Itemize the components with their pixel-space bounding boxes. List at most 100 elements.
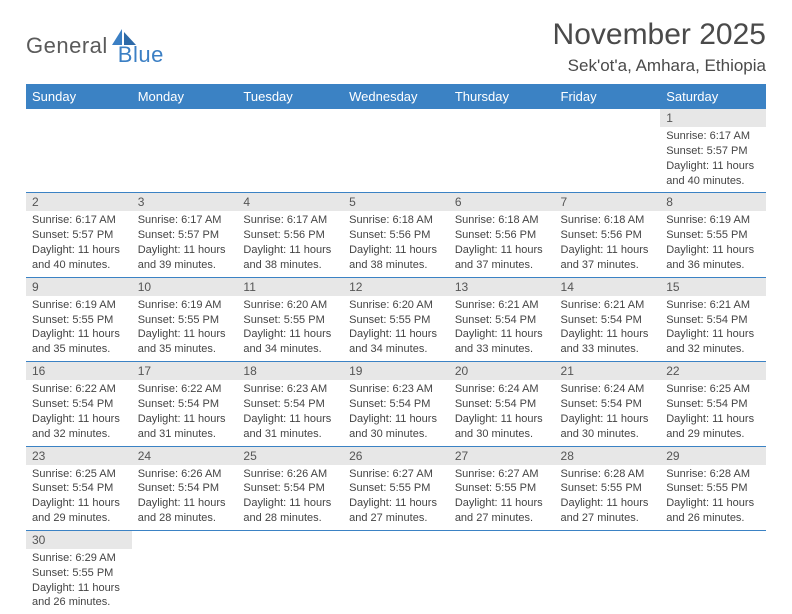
weekday-header: Wednesday — [343, 84, 449, 109]
calendar-cell: 16Sunrise: 6:22 AMSunset: 5:54 PMDayligh… — [26, 362, 132, 446]
day-details: Sunrise: 6:28 AMSunset: 5:55 PMDaylight:… — [555, 465, 661, 530]
day-details: Sunrise: 6:21 AMSunset: 5:54 PMDaylight:… — [555, 296, 661, 361]
calendar-cell — [343, 109, 449, 193]
calendar-body: 1 Sunrise: 6:17 AMSunset: 5:57 PMDaylight… — [26, 109, 766, 614]
day-number: 26 — [343, 447, 449, 465]
weekday-header: Friday — [555, 84, 661, 109]
day-number: 29 — [660, 447, 766, 465]
calendar-cell: 12Sunrise: 6:20 AMSunset: 5:55 PMDayligh… — [343, 277, 449, 361]
calendar-cell: 14Sunrise: 6:21 AMSunset: 5:54 PMDayligh… — [555, 277, 661, 361]
day-details: Sunrise: 6:26 AMSunset: 5:54 PMDaylight:… — [237, 465, 343, 530]
day-number: 27 — [449, 447, 555, 465]
day-details: Sunrise: 6:17 AMSunset: 5:57 PMDaylight:… — [26, 211, 132, 276]
day-details: Sunrise: 6:18 AMSunset: 5:56 PMDaylight:… — [555, 211, 661, 276]
day-number: 28 — [555, 447, 661, 465]
day-details: Sunrise: 6:28 AMSunset: 5:55 PMDaylight:… — [660, 465, 766, 530]
day-details: Sunrise: 6:24 AMSunset: 5:54 PMDaylight:… — [449, 380, 555, 445]
day-number: 1 — [660, 109, 766, 127]
day-number: 12 — [343, 278, 449, 296]
calendar-cell — [132, 109, 238, 193]
page-title: November 2025 — [553, 18, 766, 52]
title-block: November 2025 Sek'ot'a, Amhara, Ethiopia — [553, 18, 766, 76]
day-number: 4 — [237, 193, 343, 211]
day-details: Sunrise: 6:26 AMSunset: 5:54 PMDaylight:… — [132, 465, 238, 530]
calendar-cell: 15Sunrise: 6:21 AMSunset: 5:54 PMDayligh… — [660, 277, 766, 361]
day-details: Sunrise: 6:25 AMSunset: 5:54 PMDaylight:… — [26, 465, 132, 530]
calendar-cell: 9Sunrise: 6:19 AMSunset: 5:55 PMDaylight… — [26, 277, 132, 361]
calendar-cell — [343, 530, 449, 614]
day-number: 30 — [26, 531, 132, 549]
day-details: Sunrise: 6:22 AMSunset: 5:54 PMDaylight:… — [26, 380, 132, 445]
day-details: Sunrise: 6:19 AMSunset: 5:55 PMDaylight:… — [132, 296, 238, 361]
day-details: Sunrise: 6:27 AMSunset: 5:55 PMDaylight:… — [343, 465, 449, 530]
day-number: 23 — [26, 447, 132, 465]
day-number: 11 — [237, 278, 343, 296]
calendar-cell — [237, 109, 343, 193]
day-number: 15 — [660, 278, 766, 296]
day-number: 2 — [26, 193, 132, 211]
logo-text-blue: Blue — [118, 42, 164, 68]
day-details: Sunrise: 6:17 AMSunset: 5:57 PMDaylight:… — [132, 211, 238, 276]
calendar-cell: 24Sunrise: 6:26 AMSunset: 5:54 PMDayligh… — [132, 446, 238, 530]
calendar-cell: 11Sunrise: 6:20 AMSunset: 5:55 PMDayligh… — [237, 277, 343, 361]
calendar-week-row: 9Sunrise: 6:19 AMSunset: 5:55 PMDaylight… — [26, 277, 766, 361]
calendar-cell: 8Sunrise: 6:19 AMSunset: 5:55 PMDaylight… — [660, 193, 766, 277]
day-details: Sunrise: 6:18 AMSunset: 5:56 PMDaylight:… — [343, 211, 449, 276]
calendar-cell: 19Sunrise: 6:23 AMSunset: 5:54 PMDayligh… — [343, 362, 449, 446]
day-number: 9 — [26, 278, 132, 296]
calendar-cell: 18Sunrise: 6:23 AMSunset: 5:54 PMDayligh… — [237, 362, 343, 446]
day-number: 25 — [237, 447, 343, 465]
day-number: 18 — [237, 362, 343, 380]
day-details: Sunrise: 6:21 AMSunset: 5:54 PMDaylight:… — [660, 296, 766, 361]
day-details: Sunrise: 6:18 AMSunset: 5:56 PMDaylight:… — [449, 211, 555, 276]
day-number: 22 — [660, 362, 766, 380]
calendar-cell — [26, 109, 132, 193]
day-number: 19 — [343, 362, 449, 380]
day-details: Sunrise: 6:24 AMSunset: 5:54 PMDaylight:… — [555, 380, 661, 445]
day-number: 14 — [555, 278, 661, 296]
calendar-cell: 28Sunrise: 6:28 AMSunset: 5:55 PMDayligh… — [555, 446, 661, 530]
day-number: 20 — [449, 362, 555, 380]
calendar-week-row: 23Sunrise: 6:25 AMSunset: 5:54 PMDayligh… — [26, 446, 766, 530]
calendar-cell: 21Sunrise: 6:24 AMSunset: 5:54 PMDayligh… — [555, 362, 661, 446]
weekday-header: Thursday — [449, 84, 555, 109]
calendar-cell: 23Sunrise: 6:25 AMSunset: 5:54 PMDayligh… — [26, 446, 132, 530]
day-number: 8 — [660, 193, 766, 211]
calendar-cell: 27Sunrise: 6:27 AMSunset: 5:55 PMDayligh… — [449, 446, 555, 530]
day-number: 24 — [132, 447, 238, 465]
day-details: Sunrise: 6:20 AMSunset: 5:55 PMDaylight:… — [343, 296, 449, 361]
calendar-cell: 10Sunrise: 6:19 AMSunset: 5:55 PMDayligh… — [132, 277, 238, 361]
day-number: 7 — [555, 193, 661, 211]
calendar-cell — [237, 530, 343, 614]
calendar-cell: 13Sunrise: 6:21 AMSunset: 5:54 PMDayligh… — [449, 277, 555, 361]
page-subtitle: Sek'ot'a, Amhara, Ethiopia — [553, 56, 766, 76]
weekday-header-row: SundayMondayTuesdayWednesdayThursdayFrid… — [26, 84, 766, 109]
day-details: Sunrise: 6:22 AMSunset: 5:54 PMDaylight:… — [132, 380, 238, 445]
day-details: Sunrise: 6:23 AMSunset: 5:54 PMDaylight:… — [343, 380, 449, 445]
day-details: Sunrise: 6:23 AMSunset: 5:54 PMDaylight:… — [237, 380, 343, 445]
day-number: 13 — [449, 278, 555, 296]
calendar-cell: 1Sunrise: 6:17 AMSunset: 5:57 PMDaylight… — [660, 109, 766, 193]
day-number: 21 — [555, 362, 661, 380]
calendar-table: SundayMondayTuesdayWednesdayThursdayFrid… — [26, 84, 766, 614]
calendar-week-row: 16Sunrise: 6:22 AMSunset: 5:54 PMDayligh… — [26, 362, 766, 446]
weekday-header: Saturday — [660, 84, 766, 109]
calendar-cell: 25Sunrise: 6:26 AMSunset: 5:54 PMDayligh… — [237, 446, 343, 530]
calendar-cell: 6Sunrise: 6:18 AMSunset: 5:56 PMDaylight… — [449, 193, 555, 277]
calendar-cell: 5Sunrise: 6:18 AMSunset: 5:56 PMDaylight… — [343, 193, 449, 277]
calendar-cell: 26Sunrise: 6:27 AMSunset: 5:55 PMDayligh… — [343, 446, 449, 530]
day-number: 3 — [132, 193, 238, 211]
calendar-cell: 17Sunrise: 6:22 AMSunset: 5:54 PMDayligh… — [132, 362, 238, 446]
calendar-cell: 22Sunrise: 6:25 AMSunset: 5:54 PMDayligh… — [660, 362, 766, 446]
day-number: 10 — [132, 278, 238, 296]
weekday-header: Tuesday — [237, 84, 343, 109]
day-details: Sunrise: 6:21 AMSunset: 5:54 PMDaylight:… — [449, 296, 555, 361]
day-details: Sunrise: 6:17 AMSunset: 5:56 PMDaylight:… — [237, 211, 343, 276]
day-number: 16 — [26, 362, 132, 380]
day-number: 17 — [132, 362, 238, 380]
calendar-cell: 30Sunrise: 6:29 AMSunset: 5:55 PMDayligh… — [26, 530, 132, 614]
calendar-cell — [555, 530, 661, 614]
calendar-week-row: 1Sunrise: 6:17 AMSunset: 5:57 PMDaylight… — [26, 109, 766, 193]
day-details: Sunrise: 6:19 AMSunset: 5:55 PMDaylight:… — [660, 211, 766, 276]
day-number: 6 — [449, 193, 555, 211]
